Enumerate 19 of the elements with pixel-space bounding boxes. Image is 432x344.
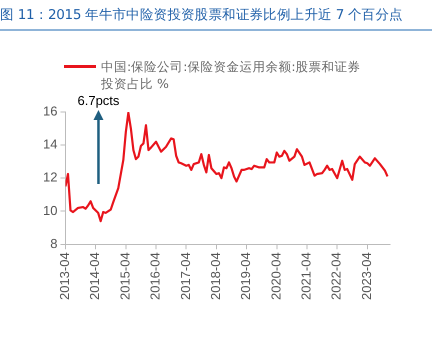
x-tick-label: 2019-04 [238, 252, 254, 300]
x-tick-label: 2013-04 [57, 252, 72, 300]
x-tick-label: 2015-04 [117, 252, 132, 300]
y-tick-label: 14 [42, 136, 58, 152]
x-tick-label: 2017-04 [178, 252, 193, 300]
y-tick-label: 12 [42, 170, 58, 185]
x-tick-label: 2014-04 [87, 252, 102, 300]
x-tick-label: 2020-04 [268, 252, 284, 300]
y-tick-label: 8 [50, 236, 58, 251]
y-tick-label: 16 [42, 104, 58, 119]
x-tick-label: 2021-04 [298, 252, 314, 300]
legend-label: 中国:保险公司:保险资金运用余额:股票和证券投资占比 % [101, 58, 362, 92]
x-tick-label: 2023-04 [358, 252, 374, 300]
x-tick-label: 2016-04 [148, 252, 163, 300]
x-tick-label: 2018-04 [208, 252, 223, 300]
x-tick-label: 2022-04 [328, 252, 344, 300]
text: 6.7pcts [78, 93, 120, 108]
chart-title: 图 11：2015 年牛市中险资投资股票和证券比例上升近 7 个百分点 [0, 6, 432, 31]
y-tick-label: 10 [42, 202, 58, 218]
